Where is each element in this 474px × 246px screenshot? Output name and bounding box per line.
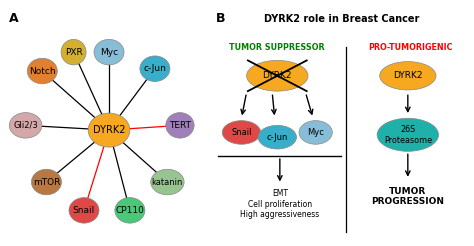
Text: c-Jun: c-Jun bbox=[144, 64, 166, 73]
Text: Myc: Myc bbox=[100, 48, 118, 57]
Text: Snail: Snail bbox=[73, 206, 95, 215]
Ellipse shape bbox=[27, 58, 57, 84]
Text: mTOR: mTOR bbox=[33, 178, 60, 186]
Text: CP110: CP110 bbox=[116, 206, 144, 215]
Ellipse shape bbox=[380, 62, 436, 90]
Text: B: B bbox=[216, 12, 225, 25]
Ellipse shape bbox=[166, 113, 194, 138]
Ellipse shape bbox=[151, 169, 184, 195]
Ellipse shape bbox=[61, 39, 86, 65]
Text: DYRK2: DYRK2 bbox=[93, 125, 125, 135]
Ellipse shape bbox=[258, 125, 297, 149]
Ellipse shape bbox=[115, 198, 145, 223]
Text: katanin: katanin bbox=[152, 178, 183, 186]
Ellipse shape bbox=[88, 113, 130, 147]
Text: DYRK2 role in Breast Cancer: DYRK2 role in Breast Cancer bbox=[264, 14, 419, 24]
Ellipse shape bbox=[9, 113, 42, 138]
Text: PXR: PXR bbox=[64, 48, 82, 57]
Ellipse shape bbox=[299, 121, 332, 144]
Ellipse shape bbox=[31, 169, 62, 195]
Text: TERT: TERT bbox=[169, 121, 191, 130]
Ellipse shape bbox=[377, 118, 438, 151]
Text: EMT
Cell proliferation
High aggressiveness: EMT Cell proliferation High aggressivene… bbox=[240, 189, 319, 219]
Text: Myc: Myc bbox=[307, 128, 324, 137]
Text: TUMOR SUPPRESSOR: TUMOR SUPPRESSOR bbox=[229, 43, 325, 52]
Text: DYRK2: DYRK2 bbox=[393, 71, 423, 80]
Text: c-Jun: c-Jun bbox=[266, 133, 288, 142]
Ellipse shape bbox=[246, 61, 308, 91]
Text: PRO-TUMORIGENIC: PRO-TUMORIGENIC bbox=[368, 43, 453, 52]
Text: Notch: Notch bbox=[29, 67, 55, 76]
Text: A: A bbox=[9, 12, 18, 25]
Text: Snail: Snail bbox=[231, 128, 252, 137]
Ellipse shape bbox=[140, 56, 170, 81]
Text: TUMOR
PROGRESSION: TUMOR PROGRESSION bbox=[371, 187, 444, 206]
Ellipse shape bbox=[69, 198, 99, 223]
Text: 26S
Proteasome: 26S Proteasome bbox=[384, 125, 432, 144]
Text: DYRK2: DYRK2 bbox=[263, 71, 292, 80]
Text: Gli2/3: Gli2/3 bbox=[13, 121, 38, 130]
Ellipse shape bbox=[94, 39, 124, 65]
Ellipse shape bbox=[222, 121, 261, 144]
